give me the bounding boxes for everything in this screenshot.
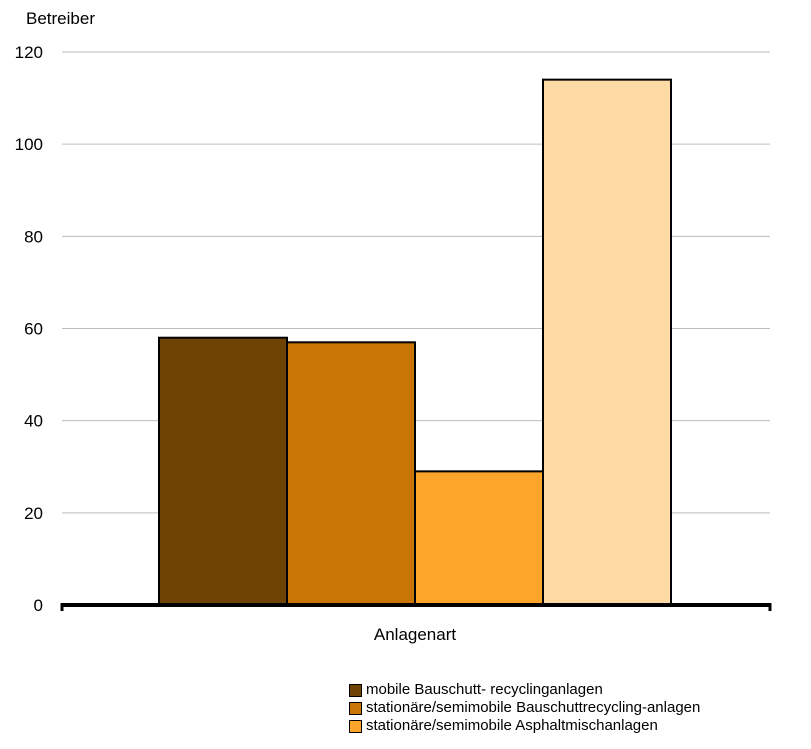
legend-swatch bbox=[349, 719, 362, 733]
bar bbox=[414, 470, 544, 606]
legend-item: mobile Bauschutt- recyclinganlagen bbox=[349, 681, 700, 699]
y-tick-label: 100 bbox=[15, 135, 43, 154]
bar bbox=[286, 341, 416, 606]
y-tick-label: 120 bbox=[15, 43, 43, 62]
y-tick-label: 0 bbox=[34, 596, 43, 615]
legend-item: stationäre/semimobile Bauschuttrecycling… bbox=[349, 699, 700, 717]
y-tick-label: 80 bbox=[24, 227, 43, 246]
legend-swatch bbox=[349, 701, 362, 715]
bars bbox=[158, 78, 672, 606]
legend-item: stationäre/semimobile Asphaltmischanlage… bbox=[349, 717, 700, 735]
bar bbox=[158, 336, 288, 606]
legend-label: mobile Bauschutt- recyclinganlagen bbox=[366, 681, 603, 698]
y-axis-label: Betreiber bbox=[26, 9, 95, 28]
y-tick-label: 20 bbox=[24, 504, 43, 523]
y-tick-label: 60 bbox=[24, 320, 43, 339]
bar bbox=[542, 78, 672, 606]
x-axis-label: Anlagenart bbox=[374, 625, 457, 644]
legend-label: stationäre/semimobile Bauschuttrecycling… bbox=[366, 699, 701, 716]
legend: mobile Bauschutt- recyclinganlagen statio… bbox=[349, 681, 700, 735]
x-axis-end-ticks bbox=[60, 603, 772, 611]
legend-swatch bbox=[349, 683, 362, 697]
y-tick-labels: 0 20 40 60 80 100 120 bbox=[15, 43, 43, 615]
legend-label: stationäre/semimobile Asphaltmischanlage… bbox=[366, 717, 658, 734]
y-tick-label: 40 bbox=[24, 412, 43, 431]
